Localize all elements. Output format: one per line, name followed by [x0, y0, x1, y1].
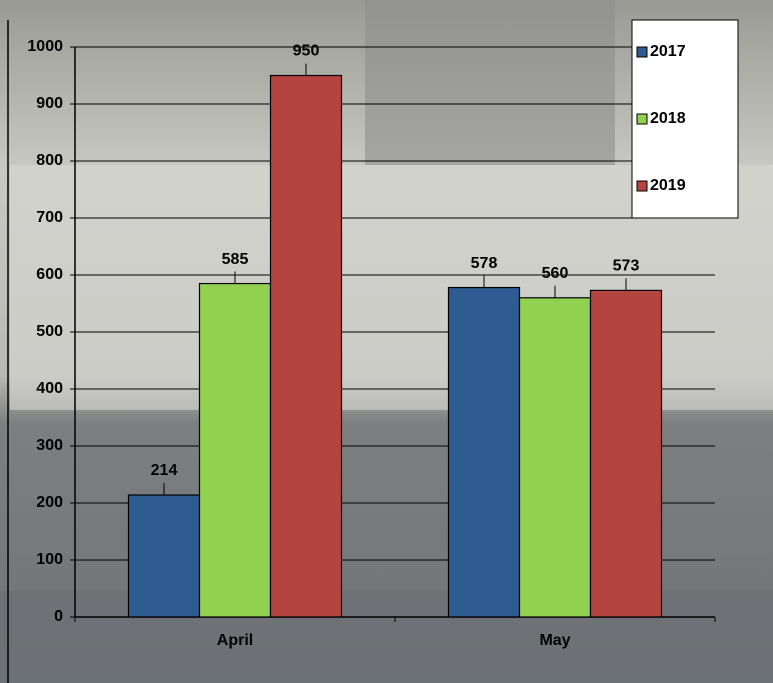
data-label: 560 [542, 265, 569, 282]
y-tick-label: 900 [36, 95, 63, 112]
legend-label: 2018 [650, 110, 686, 127]
x-tick-label: May [539, 632, 570, 649]
chart: 0 100 200 300 400 500 600 700 800 900 1000 April 214… [0, 0, 773, 683]
x-tick-label: April [217, 632, 253, 649]
y-tick-label: 300 [36, 437, 63, 454]
data-label: 214 [151, 462, 178, 479]
legend-swatch [637, 181, 647, 191]
y-tick-label: 700 [36, 209, 63, 226]
bar [271, 76, 342, 618]
legend-swatch [637, 47, 647, 57]
bar [520, 298, 591, 617]
y-tick-label: 800 [36, 152, 63, 169]
data-label: 578 [471, 255, 498, 272]
bar [129, 495, 200, 617]
bar [591, 290, 662, 617]
y-tick-label: 1000 [27, 38, 63, 55]
legend-swatch [637, 114, 647, 124]
legend-label: 2019 [650, 177, 686, 194]
y-tick-label: 100 [36, 551, 63, 568]
y-tick-label: 400 [36, 380, 63, 397]
legend-label: 2017 [650, 43, 686, 60]
y-tick-label: 0 [54, 608, 63, 625]
y-tick-label: 200 [36, 494, 63, 511]
y-tick-label: 600 [36, 266, 63, 283]
data-label: 950 [293, 43, 320, 60]
bar [200, 284, 271, 617]
bar [449, 288, 520, 617]
data-label: 585 [222, 251, 249, 268]
data-label: 573 [613, 258, 640, 275]
y-tick-label: 500 [36, 323, 63, 340]
ship-superstructure [365, 0, 615, 165]
